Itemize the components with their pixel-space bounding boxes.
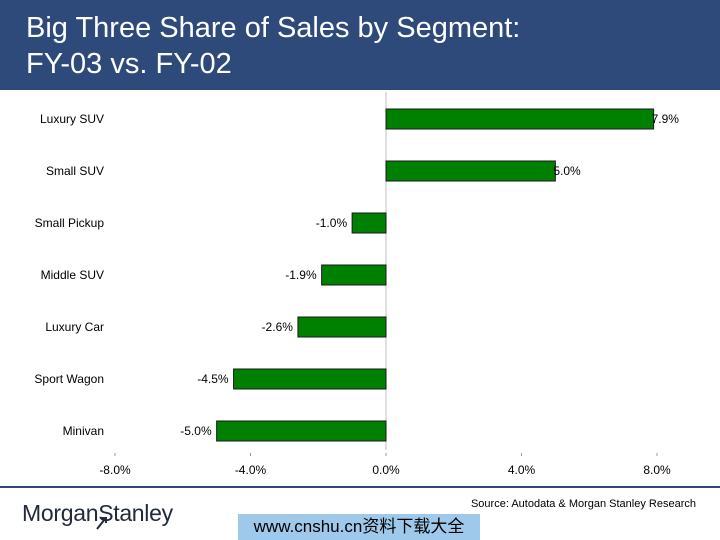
x-tick-label: 8.0% xyxy=(643,463,671,477)
bar-minivan xyxy=(216,420,387,442)
category-label: Sport Wagon xyxy=(34,372,104,386)
page-title-line2: FY-03 vs. FY-02 xyxy=(26,48,232,80)
category-label: Luxury SUV xyxy=(40,112,104,126)
bar-small-pickup xyxy=(351,212,387,234)
morgan-stanley-logo: Morgan Stanley xyxy=(22,500,173,530)
footer-divider xyxy=(0,486,720,488)
data-label: -5.0% xyxy=(180,424,212,438)
data-label: 5.0% xyxy=(553,164,581,178)
bar-small-suv xyxy=(385,160,556,182)
bar-sport-wagon xyxy=(233,368,387,390)
x-tick-label: -8.0% xyxy=(99,463,131,477)
x-tick-label: 4.0% xyxy=(508,463,536,477)
category-label: Small Pickup xyxy=(35,216,105,230)
x-tick-label: -4.0% xyxy=(235,463,267,477)
page-title-line1: Big Three Share of Sales by Segment: xyxy=(26,12,521,44)
watermark-banner: www.cnshu.cn资料下载大全 xyxy=(238,514,480,540)
source-note: Source: Autodata & Morgan Stanley Resear… xyxy=(470,498,696,510)
header-bar: Big Three Share of Sales by Segment: FY-… xyxy=(0,0,720,90)
category-label: Minivan xyxy=(63,424,104,438)
bar-chart: Luxury SUV 7.9% Small SUV 5.0% Small Pickup -… xyxy=(34,92,680,477)
data-label: -1.9% xyxy=(285,268,317,282)
x-tick-label: 0.0% xyxy=(372,463,400,477)
bar-luxury-suv xyxy=(385,108,655,130)
bar-middle-suv xyxy=(321,264,387,286)
category-label: Middle SUV xyxy=(41,268,104,282)
data-label: -4.5% xyxy=(197,372,229,386)
category-label: Luxury Car xyxy=(45,320,104,334)
page-title: Big Three Share of Sales by Segment: FY-… xyxy=(26,10,520,82)
data-label: 7.9% xyxy=(652,112,680,126)
bar-luxury-car xyxy=(297,316,387,338)
category-label: Small SUV xyxy=(46,164,104,178)
data-label: -1.0% xyxy=(316,216,348,230)
data-label: -2.6% xyxy=(262,320,294,334)
